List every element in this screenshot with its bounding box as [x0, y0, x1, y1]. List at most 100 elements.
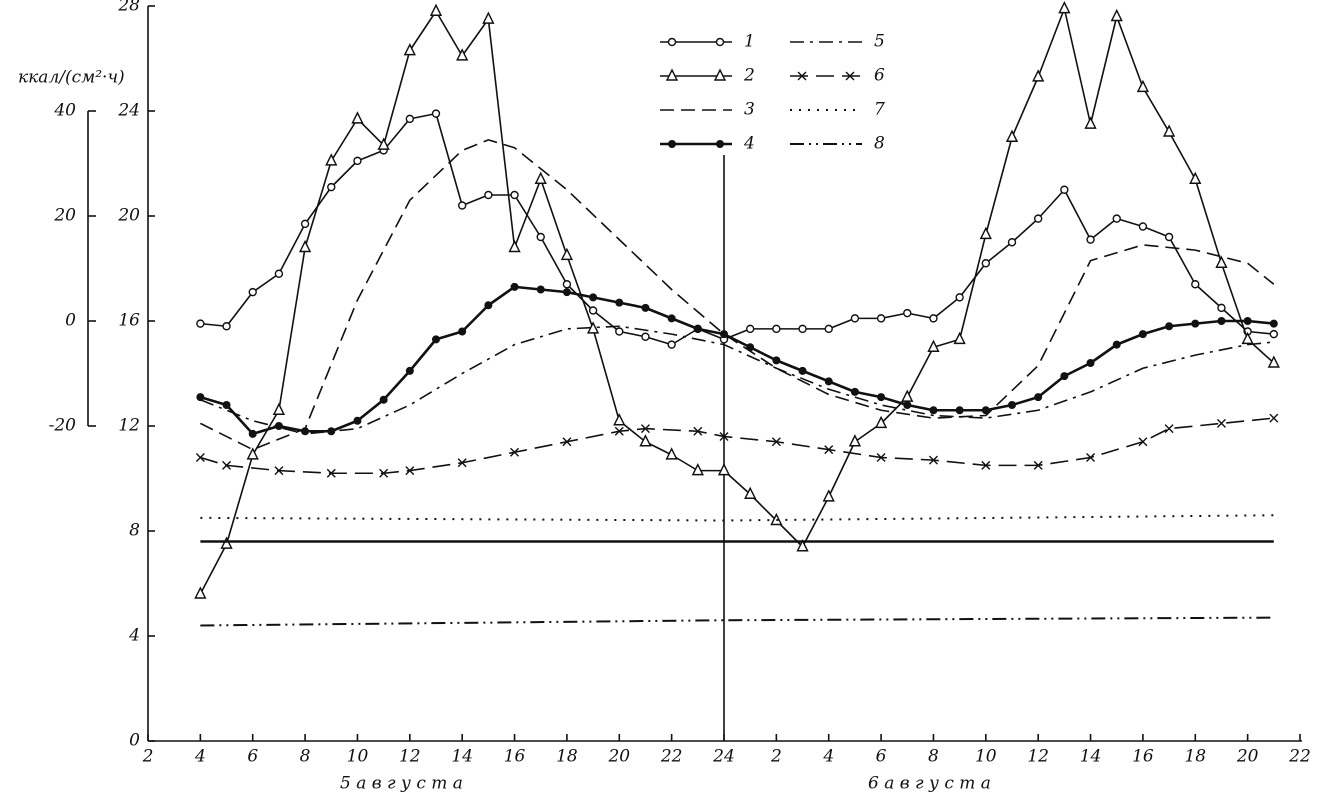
marker [248, 429, 257, 438]
marker [1217, 303, 1226, 313]
marker [614, 426, 624, 436]
y-tick-label: 16 [118, 311, 140, 331]
marker [1243, 317, 1252, 325]
marker [458, 327, 467, 336]
x-tick-label: 22 [660, 747, 683, 767]
marker [845, 71, 855, 81]
marker [716, 140, 724, 148]
marker [484, 190, 493, 200]
marker [1217, 317, 1226, 325]
marker [877, 393, 886, 402]
marker [715, 37, 725, 47]
marker [901, 389, 914, 402]
date-label: 5 а в г у с т а [340, 774, 463, 794]
y2-tick-label: 40 [53, 101, 76, 121]
marker [1033, 214, 1043, 223]
marker [693, 426, 703, 436]
marker [1165, 322, 1174, 331]
marker [876, 314, 886, 323]
y-tick-label: 20 [117, 206, 140, 226]
marker [195, 453, 205, 462]
marker [222, 460, 232, 470]
marker [222, 401, 231, 409]
marker [1138, 330, 1147, 339]
marker [194, 586, 207, 599]
marker [772, 324, 781, 334]
marker [325, 153, 338, 166]
x-tick-label: 10 [975, 747, 997, 767]
marker [797, 71, 807, 81]
marker [222, 322, 231, 331]
marker [562, 280, 572, 289]
marker [744, 486, 757, 499]
marker [1136, 79, 1150, 93]
marker [1189, 171, 1202, 184]
marker [1269, 329, 1279, 339]
marker [639, 434, 652, 447]
marker [379, 468, 389, 478]
marker [1058, 1, 1071, 14]
series-line [200, 514, 1274, 522]
x-tick-label: 14 [451, 747, 473, 767]
legend-label: 3 [744, 100, 755, 120]
marker [353, 416, 362, 425]
marker [562, 288, 571, 297]
marker [1005, 129, 1019, 142]
marker [1008, 401, 1016, 409]
marker [1164, 232, 1174, 242]
series-line [200, 325, 1274, 435]
marker [534, 171, 547, 184]
y2-axis-label: ккал/(см²·ч) [18, 68, 125, 88]
marker [1162, 124, 1176, 137]
x-tick-label: 14 [1080, 747, 1102, 767]
marker [456, 48, 469, 61]
x-tick-label: 2 [142, 747, 154, 767]
y-tick-label: 4 [128, 626, 140, 646]
marker [903, 401, 912, 409]
marker [929, 314, 938, 323]
marker [484, 301, 493, 310]
marker [667, 314, 676, 323]
marker [1269, 319, 1278, 328]
marker [1241, 331, 1254, 345]
marker [746, 343, 755, 352]
x-tick-label: 24 [712, 747, 735, 767]
marker [1032, 69, 1045, 82]
marker [1086, 235, 1095, 244]
marker [274, 466, 284, 476]
x-tick-label: 16 [504, 747, 526, 767]
marker [301, 427, 310, 436]
marker [274, 422, 283, 430]
marker [667, 340, 676, 349]
y-tick-label: 28 [117, 0, 140, 16]
marker [377, 137, 390, 150]
marker [822, 489, 835, 502]
marker [928, 455, 938, 465]
marker [536, 285, 545, 294]
marker [560, 247, 574, 261]
marker [220, 536, 233, 549]
legend-label: 6 [874, 66, 885, 86]
y-tick-label: 8 [129, 521, 140, 541]
marker [353, 156, 362, 166]
marker [274, 269, 284, 278]
marker [640, 424, 650, 434]
marker [588, 306, 598, 315]
marker [510, 447, 520, 457]
marker [327, 182, 336, 192]
marker [510, 190, 519, 200]
marker [719, 432, 729, 441]
y-tick-label: 24 [117, 101, 140, 121]
marker [457, 458, 467, 468]
marker [379, 395, 388, 404]
marker [927, 339, 940, 352]
legend-label: 1 [744, 32, 755, 52]
x-tick-label: 6 [247, 747, 258, 767]
marker [693, 324, 702, 333]
marker [615, 327, 624, 336]
marker [691, 463, 704, 476]
x-tick-label: 12 [399, 747, 421, 767]
marker [1215, 255, 1228, 268]
marker [641, 303, 650, 312]
marker [615, 298, 624, 307]
